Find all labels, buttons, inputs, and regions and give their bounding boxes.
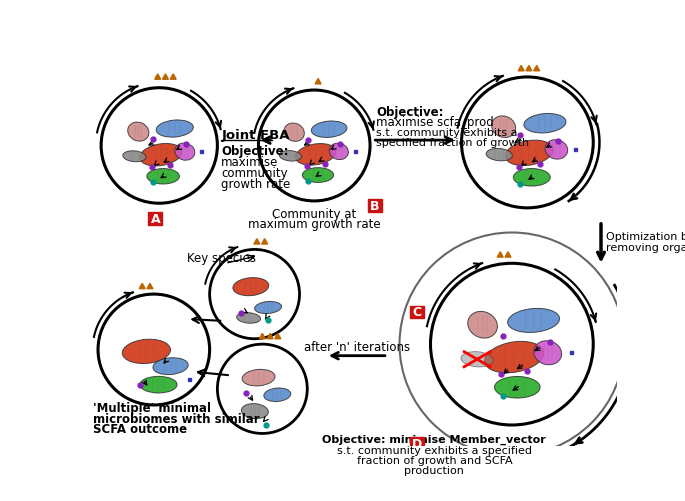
Text: Key species: Key species [187,252,256,265]
Polygon shape [275,334,281,339]
Text: Community at: Community at [272,207,356,220]
Polygon shape [518,66,524,72]
Polygon shape [170,75,176,80]
Ellipse shape [279,151,301,162]
Polygon shape [155,75,161,80]
Polygon shape [505,252,511,258]
Text: D: D [412,437,422,450]
Text: B: B [370,199,379,212]
Ellipse shape [468,312,497,338]
Text: production: production [404,465,464,475]
Polygon shape [497,252,503,258]
Text: Objective:: Objective: [376,106,444,119]
Ellipse shape [545,140,568,160]
Text: specified fraction of growth: specified fraction of growth [376,137,530,147]
Ellipse shape [495,377,540,398]
Ellipse shape [255,302,282,314]
Text: C: C [412,306,421,319]
Ellipse shape [484,342,543,373]
Text: maximise scfa_prod: maximise scfa_prod [376,116,494,129]
FancyBboxPatch shape [149,213,162,225]
Ellipse shape [241,404,269,419]
Text: community: community [221,167,288,179]
Text: removing organisms: removing organisms [606,242,685,253]
Ellipse shape [123,151,146,162]
Ellipse shape [127,123,149,142]
Text: Optimization by: Optimization by [606,232,685,242]
FancyBboxPatch shape [410,306,423,318]
Polygon shape [267,334,273,339]
Text: microbiomes with similar: microbiomes with similar [93,412,260,425]
Bar [570,352,573,355]
Ellipse shape [486,149,512,161]
Text: maximum growth rate: maximum growth rate [248,217,381,230]
Ellipse shape [506,141,553,166]
Text: A: A [151,213,160,225]
Polygon shape [526,66,532,72]
Ellipse shape [302,168,334,183]
Ellipse shape [461,352,493,367]
Polygon shape [262,239,268,244]
Polygon shape [162,75,169,80]
Text: SCFA outcome: SCFA outcome [93,422,188,435]
Ellipse shape [284,124,304,142]
Ellipse shape [295,144,336,166]
Ellipse shape [492,117,516,138]
Ellipse shape [156,121,193,138]
Ellipse shape [242,370,275,386]
Text: fraction of growth and SCFA: fraction of growth and SCFA [357,455,512,465]
Ellipse shape [153,358,188,375]
Ellipse shape [175,144,195,161]
Bar [574,148,577,152]
Text: s.t. community exhibits a specified: s.t. community exhibits a specified [337,445,532,455]
FancyBboxPatch shape [368,200,382,212]
FancyBboxPatch shape [410,437,423,450]
Text: maximise: maximise [221,156,279,169]
Ellipse shape [236,313,260,324]
Text: s.t. community exhibits a: s.t. community exhibits a [376,128,518,138]
Text: growth rate: growth rate [221,177,290,190]
Polygon shape [260,334,265,339]
Ellipse shape [123,340,171,364]
Polygon shape [139,284,145,289]
Ellipse shape [508,309,560,333]
Polygon shape [315,79,321,85]
Ellipse shape [534,341,562,365]
Ellipse shape [140,144,182,167]
Text: Objective: minimise Member_vector: Objective: minimise Member_vector [323,434,546,444]
Bar [200,151,203,154]
Ellipse shape [513,169,550,187]
Ellipse shape [524,114,566,134]
Ellipse shape [264,388,290,402]
Ellipse shape [329,144,349,160]
Text: 'Multiple' minimal: 'Multiple' minimal [93,401,212,414]
Ellipse shape [311,122,347,138]
Text: after 'n' iterations: after 'n' iterations [304,340,410,353]
Ellipse shape [140,377,177,393]
Polygon shape [147,284,153,289]
Polygon shape [534,66,540,72]
Bar [188,378,190,381]
Polygon shape [254,239,260,244]
Text: Objective:: Objective: [221,144,289,157]
Ellipse shape [233,278,269,296]
Text: Joint FBA: Joint FBA [221,129,290,142]
Ellipse shape [147,169,179,184]
Bar [353,151,357,154]
